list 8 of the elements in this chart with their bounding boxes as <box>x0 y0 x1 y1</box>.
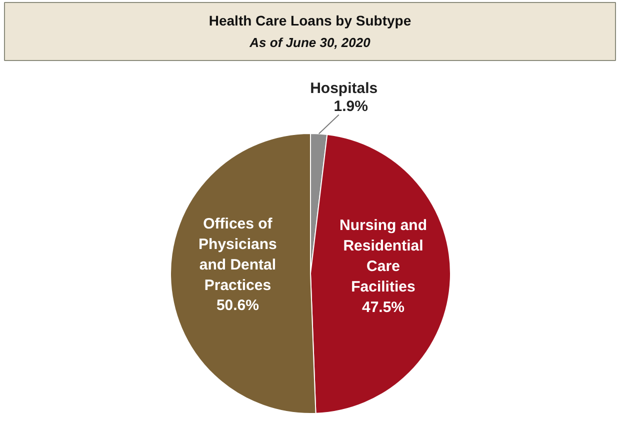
data-label: 1.9% <box>334 98 368 116</box>
data-label: 50.6% <box>216 297 259 314</box>
slice-label: Nursing and Residential Care Facilities <box>339 217 428 296</box>
slice-label: Offices of Physicians and Dental Practices <box>198 216 277 294</box>
data-label: 47.5% <box>362 298 405 316</box>
chart-title: Health Care Loans by Subtype <box>208 12 412 28</box>
slice-label: Hospitals <box>310 80 378 98</box>
chart-subtitle: As of June 30, 2020 <box>248 35 372 50</box>
